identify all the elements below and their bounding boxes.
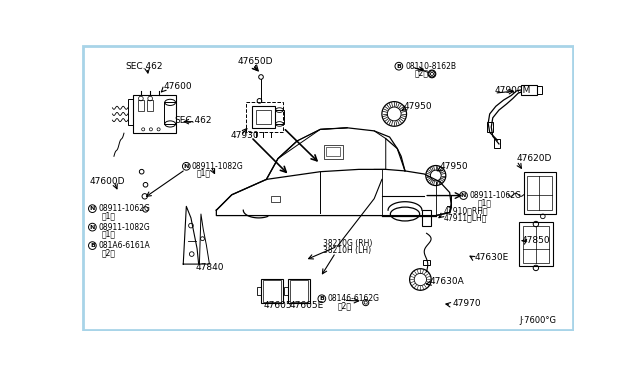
Bar — [284, 287, 288, 295]
Text: （1）: （1） — [197, 169, 211, 178]
Text: 47910（RH）: 47910（RH） — [444, 206, 488, 215]
Text: （2）: （2） — [102, 248, 116, 257]
Text: 08911-1062G: 08911-1062G — [470, 191, 522, 200]
Bar — [422, 210, 431, 225]
Text: （1）: （1） — [102, 230, 116, 238]
Text: 47840: 47840 — [196, 263, 224, 272]
Bar — [255, 110, 271, 124]
Text: N: N — [461, 193, 466, 198]
Bar — [524, 172, 556, 214]
Text: （2）: （2） — [338, 301, 352, 310]
Text: B: B — [396, 64, 401, 69]
Bar — [133, 95, 176, 133]
Text: 47850: 47850 — [522, 237, 550, 246]
Text: 38210G (RH): 38210G (RH) — [323, 239, 372, 248]
Text: （1）: （1） — [477, 198, 492, 207]
Bar — [147, 100, 153, 111]
Bar — [520, 85, 538, 96]
Bar — [128, 99, 133, 125]
Bar — [138, 100, 144, 111]
Text: 081A6-6161A: 081A6-6161A — [99, 241, 150, 250]
Text: 08911-1082G: 08911-1082G — [192, 162, 243, 171]
Text: 47600D: 47600D — [90, 177, 125, 186]
Text: SEC.462: SEC.462 — [125, 62, 163, 71]
Text: （1）: （1） — [102, 211, 116, 220]
Text: 47605: 47605 — [263, 301, 292, 310]
Bar — [275, 110, 284, 124]
Bar — [262, 280, 281, 302]
Text: 47950: 47950 — [403, 102, 432, 111]
Bar — [527, 176, 552, 210]
Text: 47950: 47950 — [440, 162, 468, 171]
Bar — [486, 122, 493, 132]
Text: 47900M: 47900M — [494, 86, 531, 95]
Bar — [252, 106, 275, 128]
Bar — [424, 260, 429, 265]
Bar — [519, 222, 553, 266]
Bar — [494, 139, 500, 148]
Bar — [326, 147, 340, 156]
Bar — [523, 225, 549, 263]
Text: （2）: （2） — [414, 68, 428, 78]
Text: B: B — [90, 243, 95, 248]
Bar — [324, 145, 344, 158]
Text: N: N — [184, 164, 189, 169]
Text: 08146-6162G: 08146-6162G — [328, 294, 380, 303]
Bar — [246, 102, 284, 132]
Text: 47605E: 47605E — [289, 301, 324, 310]
Text: 47970: 47970 — [452, 299, 481, 308]
Bar — [289, 280, 308, 302]
Text: 38210H (LH): 38210H (LH) — [323, 246, 371, 255]
Text: 47911（LH）: 47911（LH） — [444, 214, 487, 222]
Bar — [271, 196, 280, 202]
Bar — [164, 102, 176, 124]
Text: N: N — [90, 225, 95, 230]
Text: 47600: 47600 — [164, 83, 193, 92]
Text: 47620D: 47620D — [516, 154, 552, 163]
Text: SEC.462: SEC.462 — [174, 116, 211, 125]
Text: 47930: 47930 — [231, 131, 260, 140]
Bar — [538, 86, 542, 94]
Bar — [257, 287, 261, 295]
Text: J·7600°G: J·7600°G — [519, 316, 556, 325]
Text: 47630E: 47630E — [474, 253, 509, 262]
Bar — [288, 279, 310, 303]
Bar — [261, 279, 283, 303]
Text: 47630A: 47630A — [429, 276, 465, 286]
Text: 08110-8162B: 08110-8162B — [405, 62, 456, 71]
Text: 08911-1082G: 08911-1082G — [99, 222, 150, 232]
Text: 08911-1062G: 08911-1062G — [99, 204, 150, 213]
Text: N: N — [90, 206, 95, 211]
Text: B: B — [319, 296, 324, 301]
Text: 47650D: 47650D — [237, 57, 273, 66]
